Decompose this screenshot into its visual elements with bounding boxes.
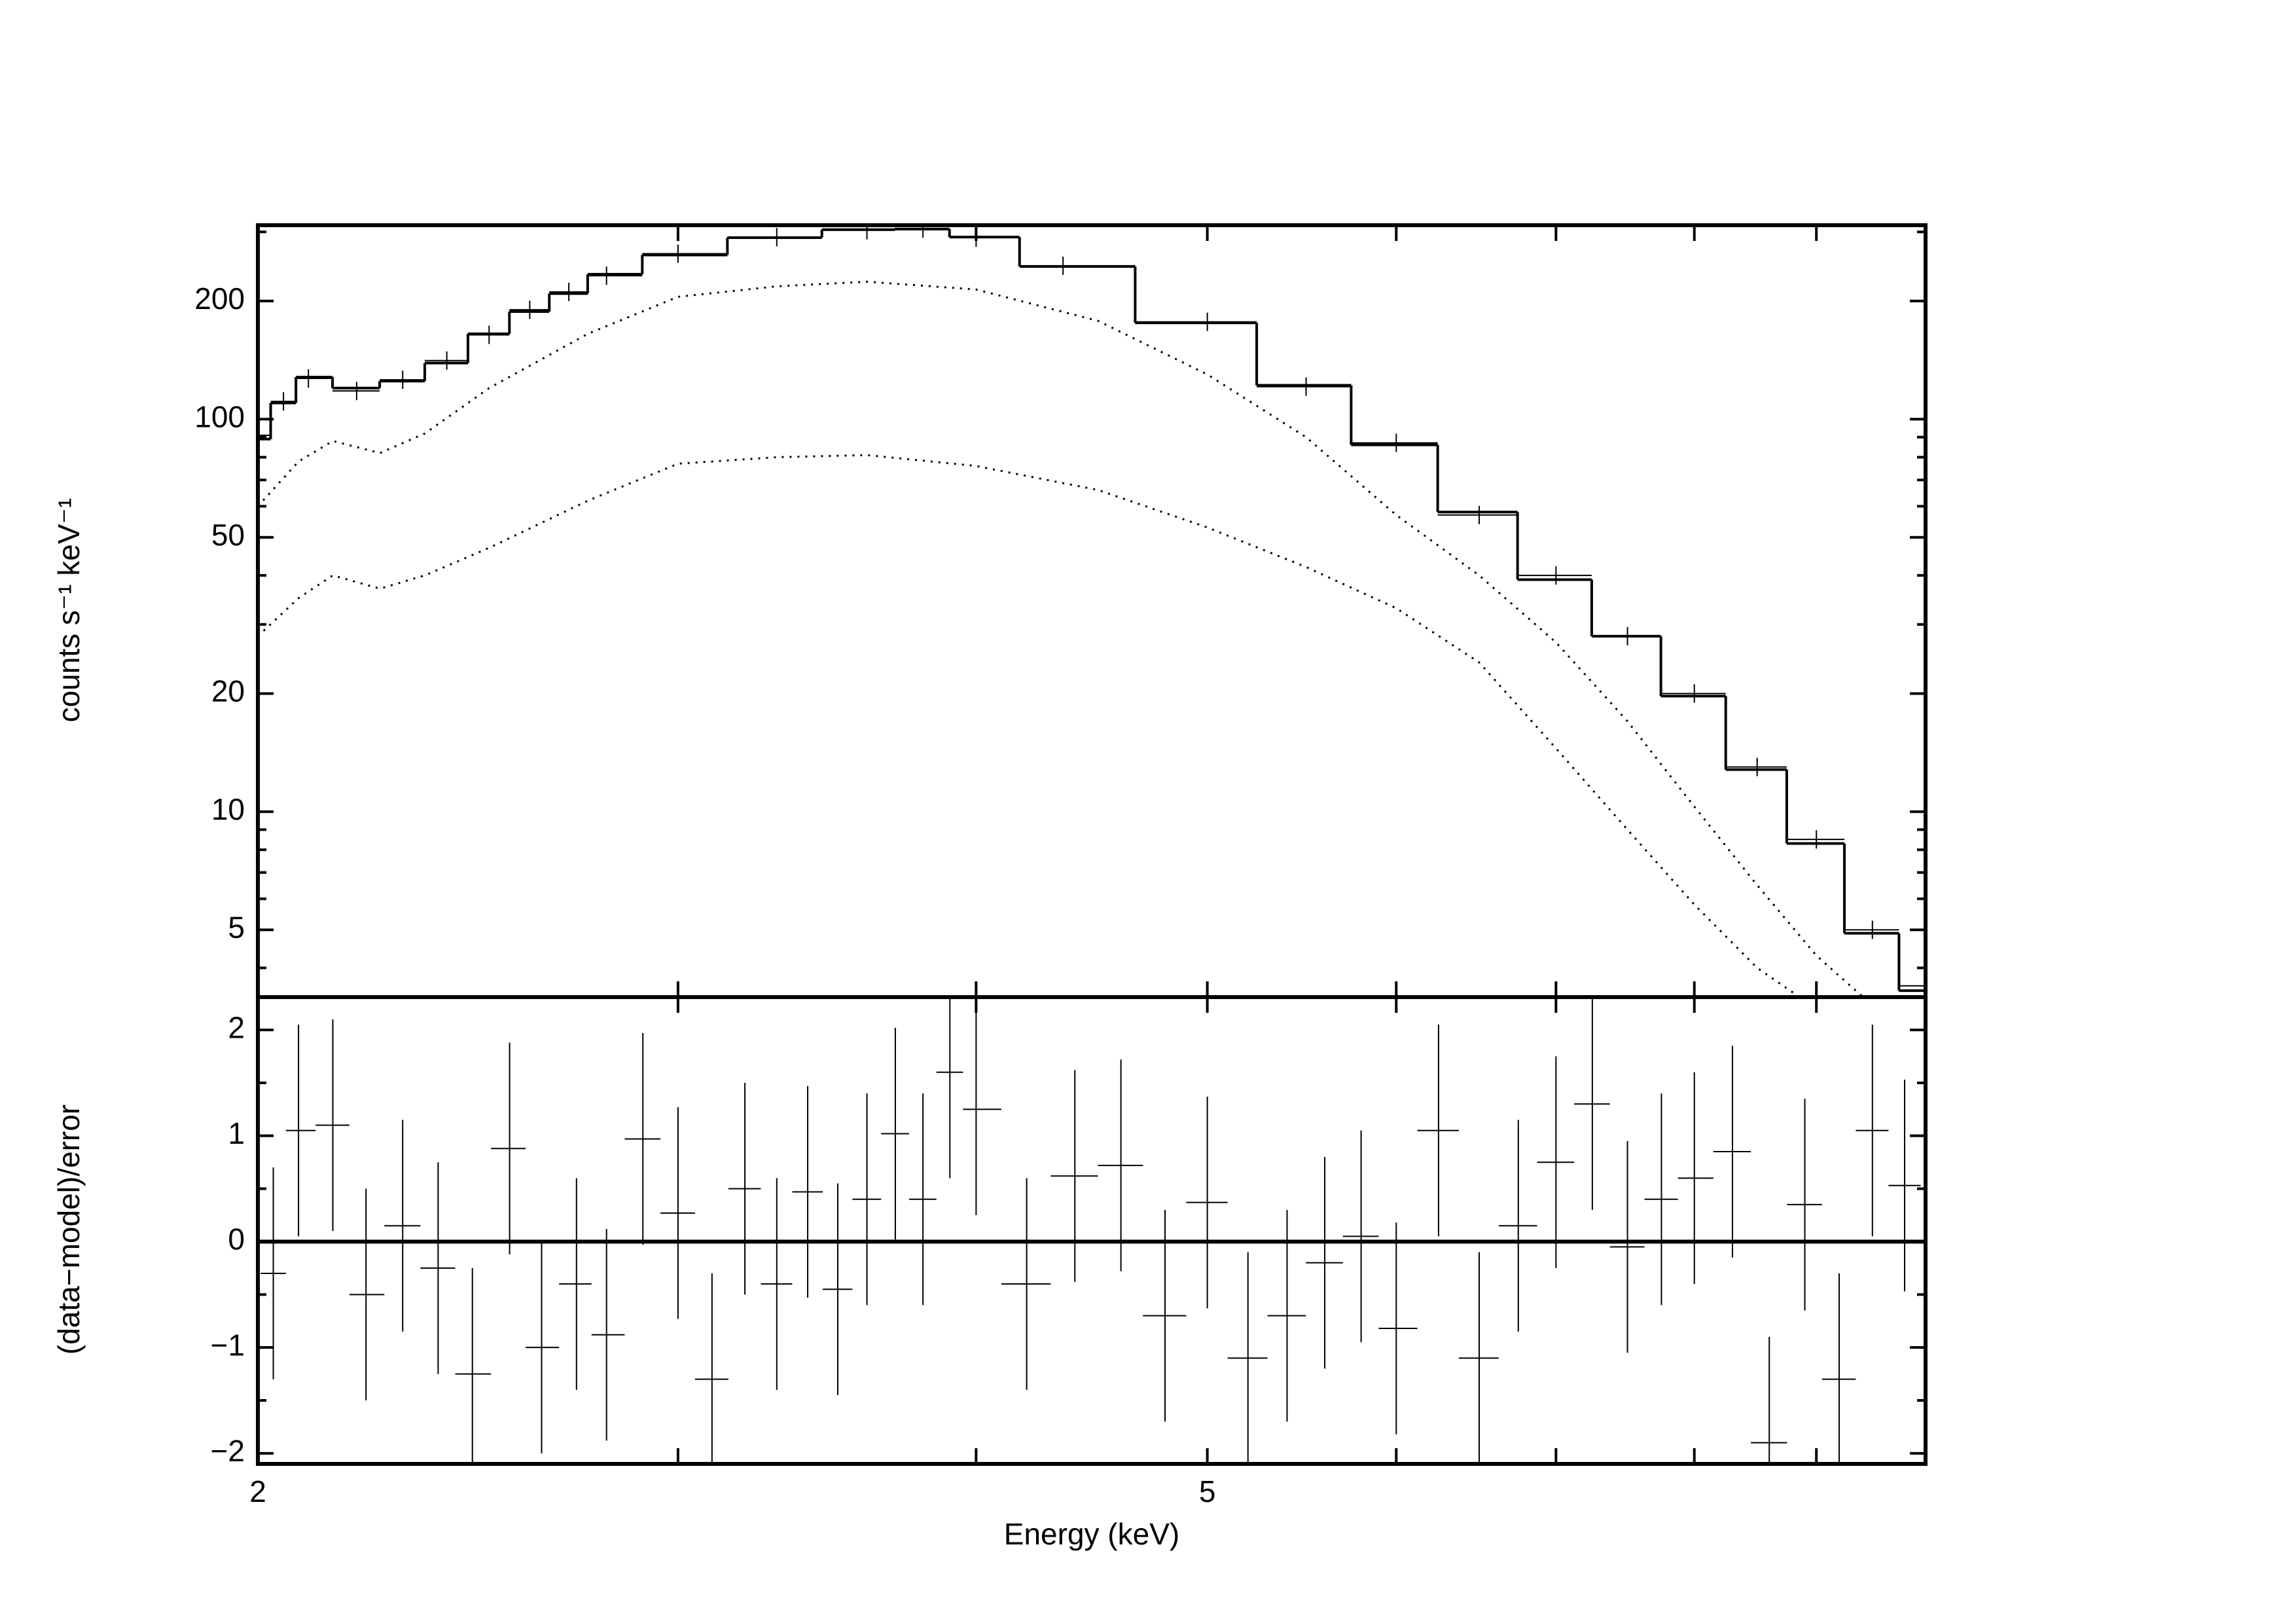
model-component bbox=[258, 280, 1863, 996]
y-tick-label: 0 bbox=[228, 1222, 245, 1256]
y-tick-label: 2 bbox=[228, 1010, 245, 1044]
plot-area bbox=[258, 225, 1926, 997]
y-tick-label: 100 bbox=[194, 399, 245, 433]
y-tick-label: 200 bbox=[194, 282, 245, 316]
panel-frame bbox=[256, 995, 1928, 1466]
x-tick-label: 2 bbox=[249, 1474, 266, 1508]
y-axis-label: (data−model)/error bbox=[52, 1104, 86, 1355]
x-tick-label: 5 bbox=[1199, 1474, 1216, 1508]
x-axis-label: Energy (keV) bbox=[1004, 1517, 1179, 1551]
y-tick-label: 10 bbox=[211, 792, 245, 826]
y-tick-label: −1 bbox=[211, 1328, 245, 1362]
y-tick-label: 20 bbox=[211, 674, 245, 708]
y-axis-label: counts s⁻¹ keV⁻¹ bbox=[52, 498, 86, 723]
y-tick-label: −2 bbox=[211, 1434, 245, 1468]
panel-frame bbox=[256, 223, 1928, 999]
y-tick-label: 50 bbox=[211, 518, 245, 552]
y-tick-label: 1 bbox=[228, 1116, 245, 1150]
model-component bbox=[258, 454, 1802, 997]
plot-area bbox=[260, 997, 1921, 1464]
y-tick-label: 5 bbox=[228, 910, 245, 944]
